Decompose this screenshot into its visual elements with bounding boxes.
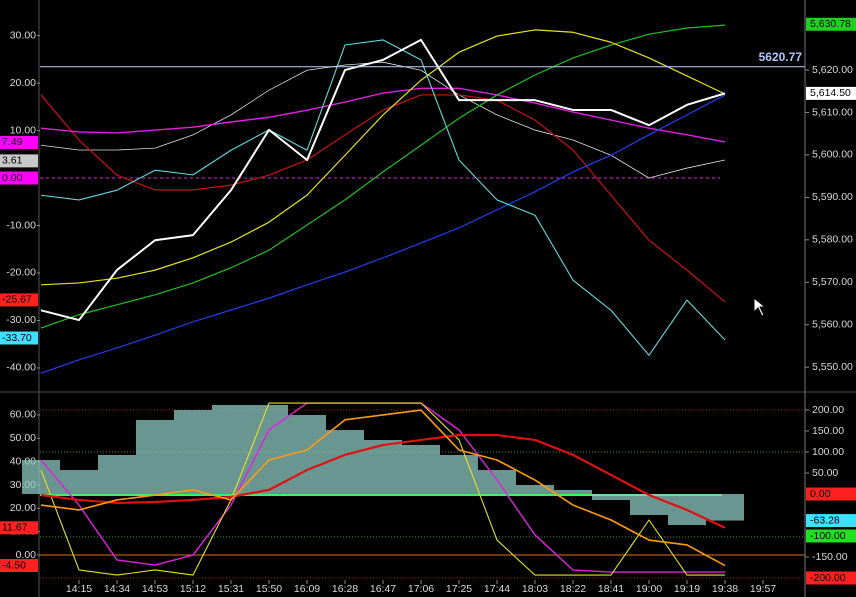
series-line	[40, 402, 725, 576]
series-line	[40, 87, 726, 143]
histogram-bar	[326, 429, 364, 494]
y-tick-label: -150.00	[812, 551, 848, 563]
x-tick-label: 14:53	[142, 583, 168, 595]
histogram-bar	[212, 404, 250, 494]
value-marker-label: -63.28	[810, 514, 840, 526]
price-line-label: 5620.77	[759, 50, 803, 64]
y-tick-label: 5,570.00	[812, 276, 853, 288]
x-tick-label: 19:19	[674, 583, 700, 595]
series-line	[40, 24, 726, 329]
series-line	[40, 39, 726, 356]
value-marker-label: -200.00	[810, 572, 846, 584]
y-tick-label: 5,600.00	[812, 149, 853, 161]
x-tick-label: 15:31	[218, 583, 244, 595]
value-marker	[806, 529, 856, 543]
histogram-bar	[706, 493, 744, 521]
y-tick-label: 20.00	[10, 77, 36, 89]
y-tick-label: -20.00	[6, 267, 36, 279]
y-tick-label: 5,620.00	[812, 64, 853, 76]
histogram-bar	[22, 459, 60, 494]
x-tick-label: 17:06	[408, 583, 434, 595]
histogram-bar	[288, 414, 326, 494]
y-tick-label: 0.00	[16, 549, 37, 561]
series-line	[40, 38, 726, 322]
x-tick-label: 16:47	[370, 583, 396, 595]
x-tick-label: 15:12	[180, 583, 206, 595]
y-tick-label: 10.00	[10, 124, 36, 136]
x-tick-label: 19:38	[712, 583, 738, 595]
y-tick-label: -40.00	[6, 362, 36, 374]
x-tick-label: 16:09	[294, 583, 320, 595]
histogram-bar	[98, 454, 136, 494]
histogram-bar	[136, 419, 174, 494]
value-marker	[806, 571, 856, 585]
histogram-bar	[554, 490, 592, 494]
y-tick-label: 50.00	[10, 432, 36, 444]
series-line	[40, 94, 726, 374]
x-tick-label: 16:28	[332, 583, 358, 595]
value-marker-label: 11.67	[2, 522, 28, 534]
histogram-bar	[478, 470, 516, 494]
y-tick-label: 5,550.00	[812, 361, 853, 373]
y-tick-label: 200.00	[812, 404, 844, 416]
value-marker	[0, 331, 38, 345]
y-tick-label: 5,590.00	[812, 191, 853, 203]
value-marker-label: -100.00	[810, 530, 846, 542]
y-tick-label: 100.00	[812, 446, 844, 458]
y-tick-label: 30.00	[10, 29, 36, 41]
value-marker-label: -33.70	[2, 332, 32, 344]
x-tick-label: 18:41	[598, 583, 624, 595]
value-marker-label: 5,630.78	[810, 18, 851, 30]
value-marker	[0, 521, 38, 535]
value-marker	[806, 487, 856, 501]
value-marker	[806, 514, 856, 528]
series-line	[40, 433, 726, 529]
value-marker-label: 0.00	[810, 488, 831, 500]
x-tick-label: 17:25	[446, 583, 472, 595]
x-tick-label: 18:22	[560, 583, 586, 595]
histogram-bar	[174, 409, 212, 494]
value-marker-label: -4.50	[2, 559, 26, 571]
histogram-bar	[402, 444, 440, 494]
value-marker	[806, 86, 856, 100]
histogram-bar	[592, 493, 630, 500]
y-tick-label: -30.00	[6, 314, 36, 326]
histogram-bar	[516, 485, 554, 494]
y-tick-label: 60.00	[10, 409, 36, 421]
value-marker-label: -25.67	[2, 294, 32, 306]
y-tick-label: 5,610.00	[812, 106, 853, 118]
value-marker-label: 7.49	[2, 136, 23, 148]
histogram-bar	[60, 470, 98, 494]
value-marker-label: 3.61	[2, 155, 23, 167]
value-marker-label: 0.00	[2, 172, 23, 184]
x-tick-label: 14:15	[66, 583, 92, 595]
y-tick-label: -10.00	[6, 219, 36, 231]
y-tick-label: 5,560.00	[812, 319, 853, 331]
series-line	[40, 409, 726, 567]
x-tick-label: 18:03	[522, 583, 548, 595]
histogram-bar	[250, 404, 288, 494]
x-tick-label: 19:00	[636, 583, 662, 595]
series-line	[40, 29, 726, 286]
y-tick-label: 5,580.00	[812, 234, 853, 246]
value-marker	[0, 154, 38, 168]
value-marker	[0, 559, 38, 573]
value-marker	[0, 135, 38, 149]
x-tick-label: 19:57	[750, 583, 776, 595]
x-tick-label: 14:34	[104, 583, 130, 595]
value-marker	[0, 293, 38, 307]
value-marker	[806, 17, 856, 31]
x-tick-label: 15:50	[256, 583, 282, 595]
histogram-bar	[630, 493, 668, 515]
value-marker-label: 5,614.50	[810, 87, 851, 99]
series-line	[40, 94, 726, 303]
y-tick-label: 150.00	[812, 425, 844, 437]
mouse-cursor	[753, 296, 767, 317]
x-tick-label: 17:44	[484, 583, 510, 595]
y-tick-label: 50.00	[812, 467, 838, 479]
value-marker	[0, 171, 38, 185]
y-tick-label: 20.00	[10, 502, 36, 514]
